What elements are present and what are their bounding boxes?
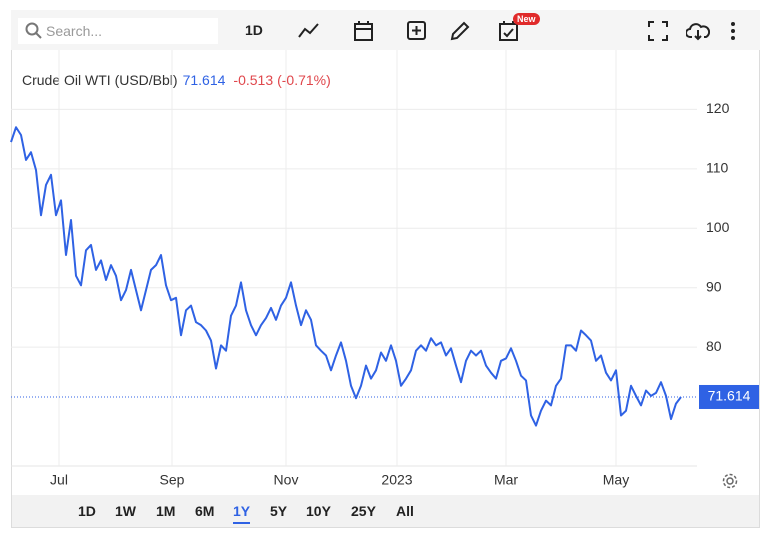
range-bar: 1D 1W 1M 6M 1Y 5Y 10Y 25Y All — [12, 495, 759, 527]
search-box[interactable]: Search... — [18, 18, 218, 44]
add-icon[interactable] — [406, 20, 428, 42]
range-button[interactable]: 1M — [156, 503, 176, 519]
change: -0.513 — [233, 72, 273, 88]
x-tick-label: Sep — [160, 472, 185, 488]
download-icon[interactable] — [686, 20, 710, 42]
last-price-label: 71.614 — [708, 388, 751, 404]
toolbar: Search... 1D New — [11, 10, 760, 50]
range-button[interactable]: 10Y — [306, 503, 331, 519]
calendar-icon[interactable] — [353, 20, 375, 42]
x-tick-label: Jul — [50, 472, 68, 488]
settings-icon[interactable] — [722, 473, 738, 489]
menu-icon[interactable] — [728, 20, 738, 42]
last-price-box — [699, 384, 759, 409]
x-tick-label: 2023 — [381, 472, 412, 488]
price-line — [10, 126, 682, 427]
x-tick-label: Mar — [494, 472, 518, 488]
range-button[interactable]: All — [396, 503, 414, 519]
range-button[interactable]: 5Y — [270, 503, 288, 519]
x-tick-label: May — [603, 472, 629, 488]
chart: Crude Oil WTI (USD/Bbl) 71.614 -0.513 (-0.7… — [10, 50, 759, 489]
chart-title: Crude Oil WTI (USD/Bbl) 71.614 -0.513 (-0.7… — [22, 72, 331, 88]
line-type-icon[interactable] — [297, 20, 321, 42]
x-tick-label: Nov — [274, 472, 299, 488]
search-icon — [25, 22, 42, 39]
new-badge: New — [513, 13, 540, 25]
draw-icon[interactable] — [449, 20, 471, 42]
y-tick-label: 90 — [706, 278, 722, 294]
y-tick-label: 80 — [706, 338, 722, 354]
price: 71.614 — [183, 72, 226, 88]
range-button[interactable]: 25Y — [351, 503, 376, 519]
y-tick-label: 100 — [706, 219, 730, 235]
interval-button[interactable]: 1D — [245, 22, 263, 38]
fullscreen-icon[interactable] — [647, 20, 669, 42]
range-button[interactable]: 1W — [115, 503, 136, 519]
range-button[interactable]: 1Y — [233, 503, 251, 524]
range-button[interactable]: 6M — [195, 503, 215, 519]
y-tick-label: 120 — [706, 100, 730, 116]
title-text: Crude Oil WTI (USD/Bbl) — [22, 72, 178, 88]
change-percent: (-0.71%) — [277, 72, 331, 88]
search-placeholder: Search... — [46, 23, 103, 39]
range-button[interactable]: 1D — [78, 503, 96, 519]
y-tick-label: 110 — [706, 160, 729, 176]
